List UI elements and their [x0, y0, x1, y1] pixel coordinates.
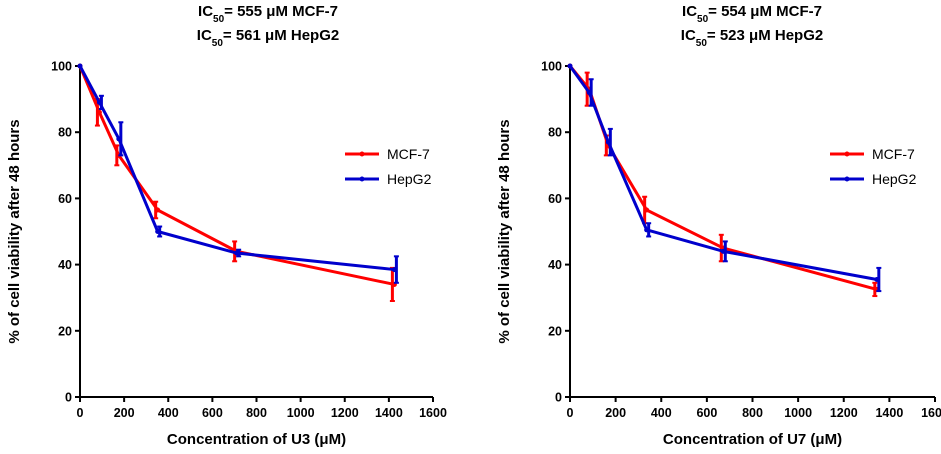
data-point [155, 207, 161, 213]
legend-marker [359, 176, 365, 182]
y-tick-label: 80 [58, 126, 72, 140]
y-tick-label: 0 [65, 391, 72, 405]
legend-label: HepG2 [872, 171, 917, 187]
y-tick-label: 40 [548, 258, 562, 272]
y-axis-label: % of cell viability after 48 hours [6, 119, 23, 343]
data-point [586, 89, 592, 95]
legend: MCF-7 HepG2 [345, 146, 432, 187]
legend: MCF-7 HepG2 [830, 146, 917, 187]
series-hepg2 [567, 63, 882, 293]
x-tick-label: 0 [77, 406, 84, 420]
x-axis-label: Concentration of U7 (μM) [663, 431, 842, 448]
x-tick-label: 1000 [784, 406, 812, 420]
legend-label: MCF-7 [387, 146, 430, 162]
chart-title-line: IC50= 523 μM HepG2 [681, 27, 823, 49]
y-tick-label: 100 [541, 60, 562, 74]
chart-title-line: IC50= 561 μM HepG2 [197, 27, 339, 49]
y-tick-label: 40 [58, 258, 72, 272]
data-point [391, 267, 397, 273]
y-axis-label: % of cell viability after 48 hours [496, 119, 513, 343]
x-tick-label: 1600 [921, 406, 941, 420]
series-line [568, 65, 878, 281]
data-point [720, 248, 726, 254]
x-tick-label: 400 [158, 406, 179, 420]
x-tick-label: 200 [114, 406, 135, 420]
chart-title-line: IC50= 555 μM MCF-7 [198, 3, 338, 25]
data-point [234, 250, 240, 256]
x-tick-label: 0 [567, 406, 574, 420]
x-tick-label: 800 [246, 406, 267, 420]
y-tick-label: 60 [58, 192, 72, 206]
y-tick-label: 0 [555, 391, 562, 405]
y-tick-label: 80 [548, 126, 562, 140]
data-point [874, 276, 880, 282]
data-point [155, 229, 161, 234]
legend-label: MCF-7 [872, 146, 915, 162]
data-point [116, 136, 122, 142]
legend-marker [844, 151, 850, 157]
x-tick-label: 1600 [419, 406, 447, 420]
y-tick-label: 20 [58, 324, 72, 338]
data-point [644, 207, 650, 213]
data-point [605, 139, 611, 145]
x-tick-label: 1400 [875, 406, 903, 420]
data-point [96, 99, 102, 105]
x-tick-label: 600 [202, 406, 223, 420]
series-hepg2 [77, 63, 399, 284]
legend-marker [844, 176, 850, 182]
x-tick-label: 600 [696, 406, 717, 420]
data-point [77, 63, 83, 69]
data-point [644, 227, 650, 233]
legend-label: HepG2 [387, 171, 432, 187]
y-tick-label: 60 [548, 192, 562, 206]
x-tick-label: 1400 [375, 406, 403, 420]
x-tick-label: 800 [742, 406, 763, 420]
data-point [567, 63, 573, 69]
x-tick-label: 400 [651, 406, 672, 420]
x-tick-label: 1200 [830, 406, 858, 420]
legend-marker [359, 151, 365, 157]
data-point [96, 109, 102, 115]
x-tick-label: 1200 [331, 406, 359, 420]
y-tick-label: 20 [548, 324, 562, 338]
x-axis-label: Concentration of U3 (μM) [167, 431, 346, 448]
chart-title-line: IC50= 554 μM MCF-7 [682, 3, 822, 25]
y-tick-label: 100 [51, 60, 72, 74]
x-tick-label: 200 [605, 406, 626, 420]
series-line [78, 65, 395, 272]
x-tick-label: 1000 [287, 406, 315, 420]
